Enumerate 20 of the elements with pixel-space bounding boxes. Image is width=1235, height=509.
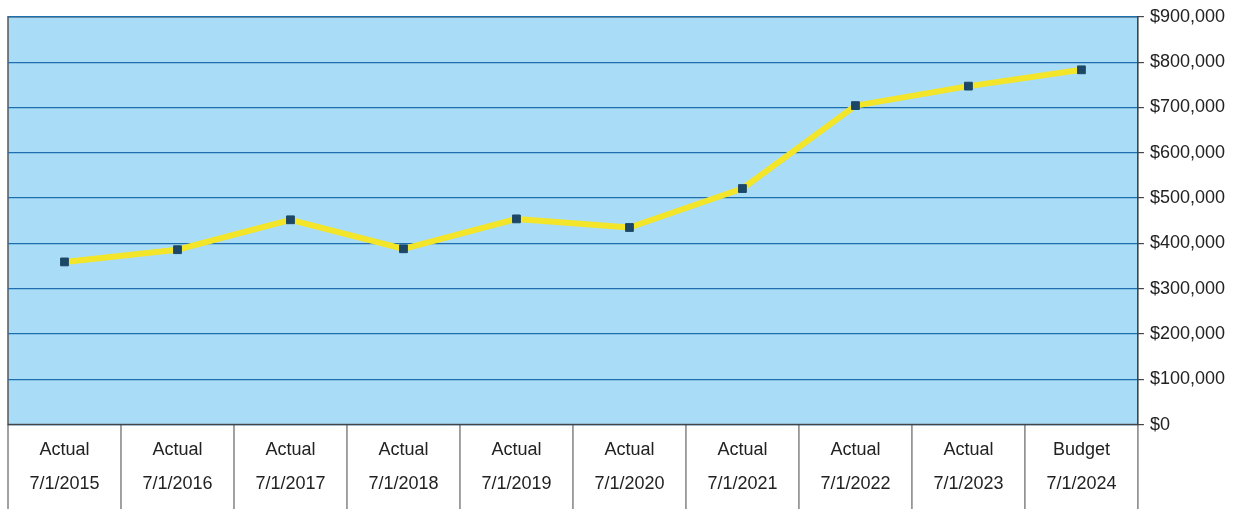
x-tick-label: Actual 7/1/2021 xyxy=(707,438,778,493)
x-tick-label: Actual 7/1/2015 xyxy=(29,438,100,493)
y-tick-label: $800,000 xyxy=(1149,51,1225,72)
y-tick-label: $200,000 xyxy=(1149,322,1225,343)
y-tick-label: $900,000 xyxy=(1149,5,1225,26)
y-tick-label: $300,000 xyxy=(1149,277,1225,298)
x-tick-label: Budget 7/1/2024 xyxy=(1046,438,1117,493)
y-tick-label: $100,000 xyxy=(1149,368,1225,389)
y-tick-label: $0 xyxy=(1149,413,1170,434)
y-tick-label: $500,000 xyxy=(1149,187,1225,208)
x-tick-label: Actual 7/1/2023 xyxy=(933,438,1004,493)
y-tick-label: $400,000 xyxy=(1149,232,1225,253)
x-tick-label: Actual 7/1/2022 xyxy=(820,438,891,493)
x-tick-label: Actual 7/1/2018 xyxy=(368,438,439,493)
x-tick-label: Actual 7/1/2019 xyxy=(481,438,552,493)
x-tick-label: Actual 7/1/2020 xyxy=(594,438,665,493)
x-tick-label: Actual 7/1/2017 xyxy=(255,438,326,493)
y-tick-label: $600,000 xyxy=(1149,141,1225,162)
y-tick-label: $700,000 xyxy=(1149,96,1225,117)
x-tick-label: Actual 7/1/2016 xyxy=(142,438,213,493)
